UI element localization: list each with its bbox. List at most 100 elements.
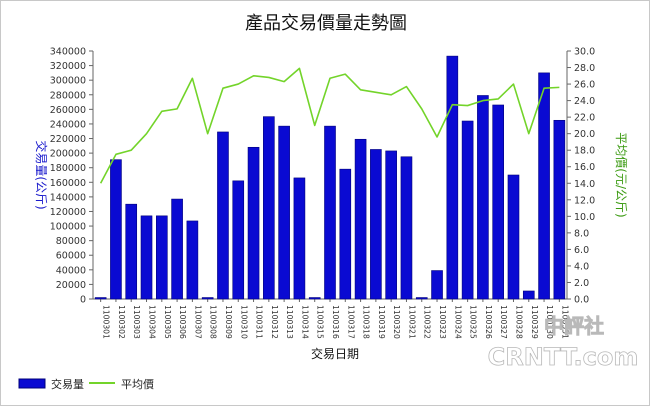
y-tick-label: 260000 <box>50 105 86 116</box>
x-tick-label: 1100302 <box>117 305 126 339</box>
y2-tick-label: 4.0 <box>574 261 589 272</box>
y-tick-label: 120000 <box>50 207 86 218</box>
y-tick-label: 200000 <box>50 149 86 160</box>
x-tick-label: 1100315 <box>316 305 325 339</box>
y-tick-label: 240000 <box>50 119 86 130</box>
y-tick-label: 100000 <box>50 222 86 233</box>
chart-title: 產品交易價量走勢圖 <box>245 13 407 34</box>
chart-labels: 0 20000 40000 60000 80000 100000 120000 140000 1… <box>50 47 595 339</box>
volume-bar <box>385 150 397 300</box>
x-tick-label: 1100330 <box>545 305 554 339</box>
volume-bar <box>171 198 183 300</box>
y-tick-label: 0 <box>80 295 86 306</box>
volume-bar <box>415 297 428 300</box>
volume-bar <box>370 149 382 300</box>
volume-bar <box>201 297 214 300</box>
x-tick-label: 1100310 <box>239 305 248 339</box>
x-tick-label: 1100312 <box>270 305 279 339</box>
x-tick-label: 1100324 <box>453 305 462 339</box>
y-tick-label: 140000 <box>50 192 86 203</box>
volume-bar <box>308 297 321 300</box>
volume-bar <box>324 125 336 300</box>
y2-tick-label: 10.0 <box>574 212 595 223</box>
volume-bar <box>538 72 550 300</box>
volume-bar <box>263 116 275 300</box>
legend-volume-swatch <box>18 378 46 389</box>
y-tick-label: 280000 <box>50 90 86 101</box>
volume-bar <box>247 146 260 300</box>
x-tick-label: 1100311 <box>255 305 264 339</box>
x-tick-label: 1100303 <box>132 305 141 339</box>
y2-tick-label: 26.0 <box>574 80 595 91</box>
y-tick-label: 220000 <box>50 134 86 145</box>
volume-bar <box>431 270 443 300</box>
volume-bars <box>94 55 566 300</box>
volume-bar <box>293 177 306 300</box>
y2-tick-label: 14.0 <box>574 179 595 190</box>
y-tick-label: 20000 <box>56 280 86 291</box>
volume-bar <box>94 297 107 300</box>
x-tick-label: 1100313 <box>285 305 294 339</box>
x-tick-label: 1100301 <box>102 305 111 339</box>
y-tick-label: 300000 <box>50 76 86 87</box>
legend-price-label: 平均價 <box>121 377 154 391</box>
volume-bar <box>400 156 413 300</box>
y-tick-label: 340000 <box>50 47 86 58</box>
y2-tick-label: 8.0 <box>574 228 589 239</box>
x-tick-label: 1100326 <box>484 305 493 339</box>
x-tick-label: 1100318 <box>362 305 371 339</box>
y2-tick-label: 18.0 <box>574 146 595 157</box>
watermark: 中評社 CRNTT.com <box>487 314 639 372</box>
volume-bar <box>140 215 153 300</box>
avg-price-line <box>99 67 560 184</box>
legend: 交易量 平均價 <box>18 377 154 391</box>
y2-tick-label: 30.0 <box>574 47 595 58</box>
x-tick-label: 1100314 <box>300 305 309 339</box>
x-tick-label: 1100328 <box>514 305 523 339</box>
volume-bar <box>217 131 229 300</box>
watermark-line1: 中評社 <box>544 314 604 338</box>
y-tick-label: 180000 <box>50 163 86 174</box>
y-axis-title: 交易量(公斤) <box>34 140 49 209</box>
volume-bar <box>110 159 122 300</box>
y2-tick-label: 22.0 <box>574 113 595 124</box>
volume-bar <box>156 215 168 300</box>
y2-tick-label: 20.0 <box>574 129 595 140</box>
x-tick-label: 1100322 <box>423 305 432 339</box>
x-tick-label: 1100305 <box>163 305 172 339</box>
x-tick-label: 1100319 <box>377 305 386 339</box>
volume-bar <box>492 104 505 300</box>
y2-tick-label: 16.0 <box>574 162 595 173</box>
volume-bar <box>553 119 566 300</box>
x-tick-label: 1100331 <box>560 305 569 339</box>
x-tick-label: 1100327 <box>499 305 508 339</box>
x-tick-label: 1100306 <box>178 305 187 339</box>
x-tick-label: 1100325 <box>469 305 478 339</box>
x-axis-title: 交易日期 <box>311 346 359 361</box>
legend-volume-label: 交易量 <box>51 377 84 391</box>
volume-bar <box>354 138 367 300</box>
x-tick-label: 1100308 <box>209 305 218 339</box>
x-tick-label: 1100329 <box>530 305 539 339</box>
y2-tick-label: 2.0 <box>574 278 589 289</box>
y-tick-label: 60000 <box>56 251 86 262</box>
volume-bar <box>186 220 199 300</box>
y2-axis-title: 平均價(元/公斤) <box>614 132 628 217</box>
x-tick-label: 1100304 <box>148 305 157 339</box>
volume-bar <box>232 180 245 300</box>
volume-bar <box>507 174 520 300</box>
y-tick-label: 320000 <box>50 61 86 72</box>
x-tick-label: 1100323 <box>438 305 447 339</box>
watermark-line2: CRNTT.com <box>488 343 639 371</box>
x-tick-label: 1100316 <box>331 305 340 339</box>
volume-bar <box>278 125 290 300</box>
y2-tick-label: 24.0 <box>574 96 595 107</box>
x-tick-label: 1100309 <box>224 305 233 339</box>
volume-bar <box>339 168 352 300</box>
x-tick-label: 1100320 <box>392 305 401 339</box>
volume-bar <box>522 290 535 300</box>
y-tick-label: 80000 <box>56 236 86 247</box>
y-tick-label: 160000 <box>50 178 86 189</box>
